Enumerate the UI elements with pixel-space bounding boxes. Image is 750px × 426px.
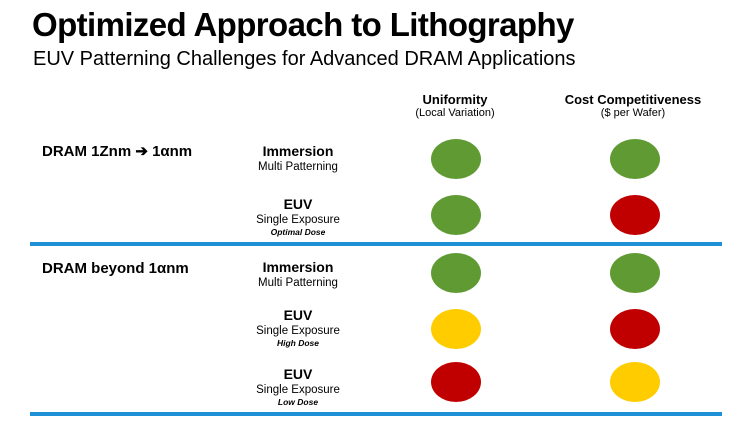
group-label-dram-1z: DRAM 1Znm ➔ 1αnm <box>42 143 193 160</box>
method-name: Immersion <box>262 259 334 275</box>
method-note: High Dose <box>276 338 320 348</box>
cost-status-dot <box>610 309 660 349</box>
cost-status-dot <box>610 139 660 179</box>
uniformity-status-dot <box>431 309 481 349</box>
method-detail: Single Exposure <box>256 214 340 226</box>
column-header-sublabel: (Local Variation) <box>415 107 495 119</box>
group-divider <box>30 242 722 246</box>
method-name: Immersion <box>262 143 334 159</box>
method-detail: Single Exposure <box>256 384 340 396</box>
cost-status-dot <box>610 195 660 235</box>
cost-status-dot <box>610 362 660 402</box>
uniformity-status-dot <box>431 139 481 179</box>
column-header-uniformity: Uniformity (Local Variation) <box>360 92 550 119</box>
uniformity-status-dot <box>431 195 481 235</box>
column-header-cost: Cost Competitiveness ($ per Wafer) <box>538 92 728 119</box>
page-title: Optimized Approach to Lithography <box>32 6 574 43</box>
column-header-sublabel: ($ per Wafer) <box>600 107 666 119</box>
group-label-dram-beyond: DRAM beyond 1αnm <box>42 260 189 277</box>
method-name: EUV <box>283 307 313 323</box>
method-detail: Multi Patterning <box>258 161 338 173</box>
column-header-label: Uniformity <box>422 92 488 107</box>
method-cell: EUV Single Exposure High Dose <box>228 306 368 349</box>
method-cell: EUV Single Exposure Optimal Dose <box>228 195 368 238</box>
method-cell: EUV Single Exposure Low Dose <box>228 365 368 408</box>
method-cell: Immersion Multi Patterning <box>228 258 368 290</box>
method-note: Optimal Dose <box>270 227 326 237</box>
method-cell: Immersion Multi Patterning <box>228 142 368 174</box>
method-name: EUV <box>283 366 313 382</box>
method-detail: Multi Patterning <box>258 277 338 289</box>
method-note: Low Dose <box>277 397 319 407</box>
page-subtitle: EUV Patterning Challenges for Advanced D… <box>33 48 576 70</box>
method-name: EUV <box>283 196 313 212</box>
column-header-label: Cost Competitiveness <box>564 92 702 107</box>
cost-status-dot <box>610 253 660 293</box>
uniformity-status-dot <box>431 362 481 402</box>
bottom-divider <box>30 412 722 416</box>
method-detail: Single Exposure <box>256 325 340 337</box>
uniformity-status-dot <box>431 253 481 293</box>
